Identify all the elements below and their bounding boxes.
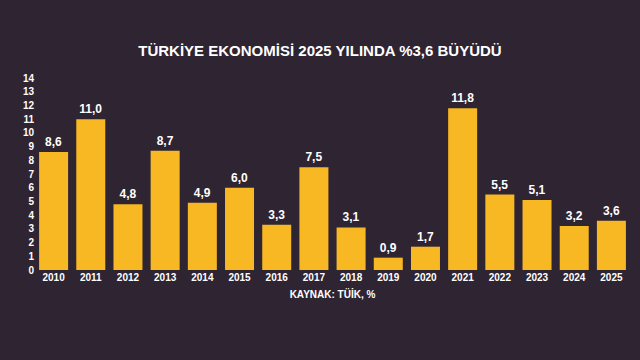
svg-text:5,1: 5,1 — [529, 183, 546, 197]
svg-text:6: 6 — [28, 182, 34, 193]
svg-text:11,0: 11,0 — [79, 102, 102, 116]
svg-text:13: 13 — [23, 86, 35, 97]
svg-text:1,7: 1,7 — [417, 230, 434, 244]
svg-text:2021: 2021 — [452, 272, 475, 283]
svg-text:4,9: 4,9 — [194, 186, 211, 200]
svg-text:2: 2 — [28, 237, 34, 248]
svg-text:5: 5 — [28, 196, 34, 207]
svg-text:8,6: 8,6 — [45, 135, 62, 149]
svg-text:2015: 2015 — [228, 272, 251, 283]
svg-text:2020: 2020 — [414, 272, 437, 283]
svg-text:2016: 2016 — [266, 272, 289, 283]
svg-text:11: 11 — [23, 114, 34, 125]
svg-text:4: 4 — [28, 210, 34, 221]
svg-text:2017: 2017 — [303, 272, 326, 283]
svg-text:2014: 2014 — [191, 272, 214, 283]
svg-text:6,0: 6,0 — [231, 171, 248, 185]
svg-text:2024: 2024 — [563, 272, 586, 283]
svg-text:4,8: 4,8 — [119, 187, 136, 201]
svg-text:2012: 2012 — [117, 272, 140, 283]
svg-text:2019: 2019 — [377, 272, 400, 283]
svg-text:2011: 2011 — [80, 272, 102, 283]
svg-text:2023: 2023 — [526, 272, 549, 283]
svg-text:3,3: 3,3 — [268, 208, 285, 222]
svg-text:3,6: 3,6 — [603, 204, 620, 218]
svg-text:3: 3 — [28, 223, 34, 234]
svg-text:5,5: 5,5 — [491, 178, 508, 192]
svg-text:3,1: 3,1 — [343, 210, 360, 224]
svg-text:0,9: 0,9 — [380, 241, 397, 255]
svg-text:2018: 2018 — [340, 272, 363, 283]
svg-text:2022: 2022 — [489, 272, 512, 283]
svg-text:12: 12 — [23, 100, 35, 111]
svg-text:2025: 2025 — [600, 272, 623, 283]
svg-text:8,7: 8,7 — [157, 134, 174, 148]
svg-text:11,8: 11,8 — [451, 91, 474, 105]
svg-text:7,5: 7,5 — [305, 150, 322, 164]
svg-text:8: 8 — [28, 155, 34, 166]
svg-text:9: 9 — [28, 141, 34, 152]
svg-text:0: 0 — [28, 265, 34, 276]
svg-text:1: 1 — [28, 251, 34, 262]
svg-text:3,2: 3,2 — [566, 209, 583, 223]
svg-text:14: 14 — [23, 73, 35, 84]
svg-text:2013: 2013 — [154, 272, 177, 283]
svg-text:10: 10 — [23, 127, 35, 138]
svg-text:KAYNAK: TÜİK, %: KAYNAK: TÜİK, % — [290, 288, 376, 300]
svg-text:7: 7 — [28, 169, 34, 180]
svg-text:TÜRKİYE EKONOMİSİ 2025 YILINDA: TÜRKİYE EKONOMİSİ 2025 YILINDA %3,6 BÜYÜ… — [138, 42, 501, 59]
svg-text:2010: 2010 — [42, 272, 65, 283]
